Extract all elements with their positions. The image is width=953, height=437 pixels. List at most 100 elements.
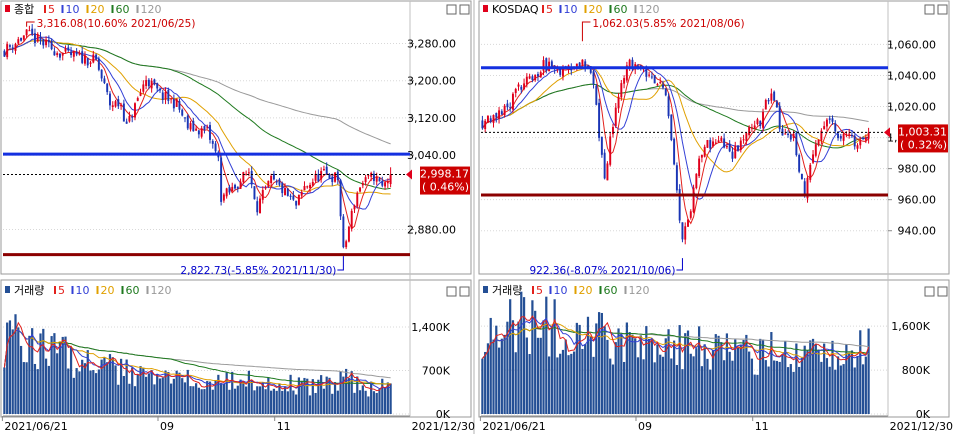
kospi-volume-bar [247,370,251,414]
kosdaq-volume-bar [595,323,598,414]
kospi-candle-body [234,184,236,189]
kosdaq-current-price-box [898,124,948,153]
kosdaq-volume-bar [786,367,790,414]
kosdaq-volume-bar [753,374,756,414]
kosdaq-volume-bar [539,337,542,414]
kospi-volume-bar [75,368,78,414]
kosdaq-volume-frame [478,279,950,418]
kosdaq-volume-bar [653,362,656,414]
kospi-volume-bar [122,376,125,414]
kospi-low-annotation: 2,822.73(-5.85% 2021/11/30) [180,265,336,277]
kosdaq-volume-bar [517,321,520,414]
kosdaq-volume-tick-label: 0K [916,408,931,421]
kospi-volume-bar [364,390,367,414]
kospi-current-change: ( 0.46%) [422,181,469,194]
kosdaq-volume-bar [817,349,820,414]
kospi-volume-bar [356,376,359,414]
kospi-candle-body [114,101,117,107]
kosdaq-legend-ma120: 120 [639,3,660,16]
kospi-candle-body [220,157,223,202]
kospi-volume-bar [231,371,234,414]
kospi-candle-body [209,125,211,140]
kospi-volume-bar [295,394,298,414]
kospi-candle-body [239,181,242,189]
kosdaq-volume-bar [603,326,606,414]
kospi-candle-body [311,181,314,186]
kospi-candle-body [206,127,209,129]
kospi-legend-ma60: 60 [126,284,140,297]
kosdaq-volume-bar [820,361,823,414]
kospi-candle-body [264,187,267,189]
kospi-volume-bar [114,365,117,414]
kosdaq-volume-bar [814,344,817,414]
kospi-volume-bar [147,373,150,414]
kosdaq-candle-body [673,138,676,165]
kosdaq-volume-bar [778,361,781,414]
kosdaq-volume-bar [572,351,576,414]
kosdaq-candle-body [631,59,634,69]
kosdaq-volume-bar [700,366,704,414]
kospi-high-pointer [26,21,35,27]
kospi-volume-bar [275,390,278,414]
kospi-volume-bar [222,383,226,414]
kospi-volume-bar [150,370,153,414]
kospi-volume-bar [83,363,87,414]
kospi-candle-body [75,52,78,55]
kosdaq-candle-body [717,140,720,143]
kosdaq-candle-body [787,133,790,135]
kospi-volume-bar [189,386,192,414]
kospi-volume-bar [308,395,312,414]
kosdaq-ma20-line [481,67,869,173]
kospi-candle-body [211,140,214,144]
kosdaq-volume-bar [511,320,515,414]
kosdaq-candle-body [809,164,812,180]
kospi-volume-bar [19,345,23,414]
kosdaq-candle-body [514,88,517,94]
kosdaq-volume-bar [528,354,531,414]
kospi-date-label: 09 [160,420,174,433]
kospi-volume-bar [164,370,167,414]
kosdaq-ma10-line [481,66,869,200]
kosdaq-volume-tick-label: 1,600K [891,320,930,333]
kosdaq-candle-body [750,127,753,129]
kosdaq-volume-bar [834,369,837,414]
kospi-volume-tick-label: 1,400K [411,321,450,334]
kosdaq-volume-bar [853,367,856,414]
kosdaq-volume-bar [672,340,676,414]
kosdaq-candle-body [556,69,559,71]
kospi-candle-body [297,195,300,205]
kosdaq-volume-bar [542,320,545,414]
kospi-candle-body [292,195,295,200]
kosdaq-candle-body [664,88,667,96]
kosdaq-volume-bar [761,339,765,414]
kosdaq-candle-body [823,126,826,130]
kosdaq-volume-bar [620,333,623,414]
kospi-candle-body [3,50,6,57]
kospi-candle-body [222,194,225,201]
kosdaq-volume-bar [639,335,642,414]
kospi-ma20-line [3,40,391,195]
kospi-candle-body [309,184,312,189]
kospi-panel: 3,280.00 3,200.00 3,120.00 3,040.00 2,880.00… [0,0,475,433]
kospi-candle-body [178,101,181,110]
kospi-candle-body [347,226,350,242]
kospi-volume-bar [47,365,50,414]
kosdaq-volume-bar [867,328,870,414]
kosdaq-volume-bar [567,355,570,414]
kospi-candle-body [106,83,109,93]
kospi-candle-body [350,210,353,229]
kosdaq-volume-bar [706,358,709,414]
kospi-price-frame [0,0,472,275]
kospi-candle-body [242,172,245,183]
kospi-candle-body [356,193,359,207]
kospi-candle-body [303,186,306,191]
kospi-candle-body [58,53,61,58]
kosdaq-legend-ma60: 60 [614,3,628,16]
kosdaq-volume-title-swatch [483,286,488,293]
kospi-date-label: 11 [277,420,291,433]
kosdaq-candle-body [575,63,578,69]
kosdaq-current-price-marker [884,127,890,138]
kosdaq-volume-bar [586,316,590,414]
kospi-volume-bar [175,370,178,414]
kosdaq-volume-bar [736,347,740,414]
